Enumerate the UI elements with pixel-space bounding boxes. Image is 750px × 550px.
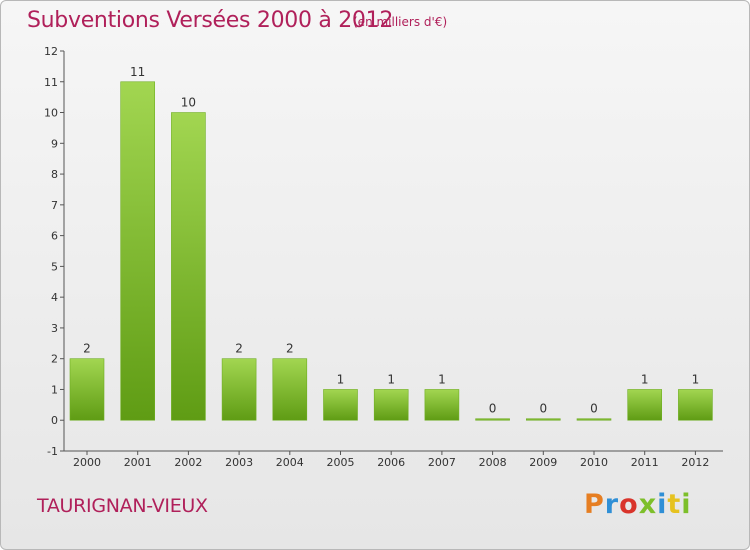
bar xyxy=(576,418,612,421)
brand-letter: i xyxy=(681,489,692,520)
bar xyxy=(678,389,713,421)
y-tick-label: 10 xyxy=(44,107,58,120)
data-label: 1 xyxy=(387,372,395,386)
bar xyxy=(323,389,358,421)
y-tick-label: 6 xyxy=(51,230,58,243)
y-tick-label: 4 xyxy=(51,291,58,304)
x-tick-label: 2003 xyxy=(225,456,253,469)
y-tick-label: 12 xyxy=(44,45,58,58)
y-tick-label: 1 xyxy=(51,383,58,396)
y-tick-label: 3 xyxy=(51,322,58,335)
bar xyxy=(221,358,257,421)
brand-logo: Proxiti xyxy=(584,489,692,520)
brand-letter: x xyxy=(638,489,658,520)
bar xyxy=(120,81,155,421)
data-label: 1 xyxy=(641,372,649,386)
x-tick-label: 2010 xyxy=(580,456,608,469)
y-tick-label: 5 xyxy=(51,260,58,273)
brand-letter: P xyxy=(584,489,605,520)
x-tick-label: 2005 xyxy=(327,456,355,469)
data-label: 1 xyxy=(337,372,345,386)
chart-title: Subventions Versées 2000 à 2012 xyxy=(27,8,394,33)
data-label: 1 xyxy=(438,372,446,386)
data-label: 1 xyxy=(692,372,700,386)
place-name: TAURIGNAN-VIEUX xyxy=(37,495,208,517)
data-label: 10 xyxy=(181,96,196,110)
y-tick-label: 9 xyxy=(51,137,58,150)
x-tick-label: 2001 xyxy=(124,456,152,469)
y-tick-label: 11 xyxy=(44,76,58,89)
y-tick-label: 2 xyxy=(51,353,58,366)
bar xyxy=(475,418,510,421)
bar xyxy=(272,358,308,421)
x-tick-label: 2009 xyxy=(529,456,557,469)
x-tick-label: 2000 xyxy=(73,456,101,469)
bar xyxy=(69,358,105,421)
data-label: 0 xyxy=(539,402,547,416)
x-tick-label: 2006 xyxy=(377,456,405,469)
data-label: 2 xyxy=(83,342,91,356)
x-tick-label: 2007 xyxy=(428,456,456,469)
x-tick-label: 2004 xyxy=(276,456,304,469)
brand-letter: t xyxy=(667,489,682,520)
x-tick-label: 2012 xyxy=(681,456,709,469)
data-label: 0 xyxy=(489,402,497,416)
y-tick-label: 7 xyxy=(51,199,58,212)
x-tick-label: 2011 xyxy=(631,456,659,469)
bar xyxy=(373,389,409,421)
x-tick-label: 2008 xyxy=(479,456,507,469)
brand-letter: r xyxy=(604,489,620,520)
chart-subtitle: (en milliers d'€) xyxy=(353,15,448,29)
bar xyxy=(627,389,663,421)
brand-letter: i xyxy=(657,489,668,520)
data-label: 0 xyxy=(590,402,598,416)
y-tick-label: -1 xyxy=(47,445,58,458)
y-tick-label: 8 xyxy=(51,168,58,181)
data-label: 11 xyxy=(130,65,145,79)
y-tick-label: 0 xyxy=(51,414,58,427)
data-label: 2 xyxy=(235,342,243,356)
data-label: 2 xyxy=(286,342,294,356)
x-tick-label: 2002 xyxy=(174,456,202,469)
bar xyxy=(424,389,460,421)
bar xyxy=(525,418,561,421)
bar xyxy=(171,112,206,421)
brand-letter: o xyxy=(619,489,639,520)
